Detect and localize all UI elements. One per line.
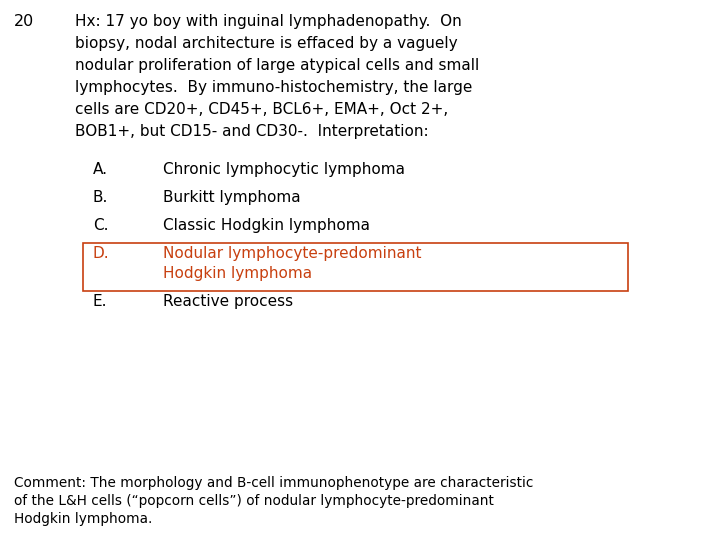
Text: Burkitt lymphoma: Burkitt lymphoma: [163, 190, 301, 205]
Text: C.: C.: [93, 218, 109, 233]
Text: E.: E.: [93, 294, 107, 309]
Text: biopsy, nodal architecture is effaced by a vaguely: biopsy, nodal architecture is effaced by…: [75, 36, 458, 51]
Text: Hx: 17 yo boy with inguinal lymphadenopathy.  On: Hx: 17 yo boy with inguinal lymphadenopa…: [75, 14, 462, 29]
Text: Nodular lymphocyte-predominant: Nodular lymphocyte-predominant: [163, 246, 421, 261]
Text: Reactive process: Reactive process: [163, 294, 293, 309]
Text: cells are CD20+, CD45+, BCL6+, EMA+, Oct 2+,: cells are CD20+, CD45+, BCL6+, EMA+, Oct…: [75, 102, 449, 117]
Bar: [83, 243, 628, 291]
Text: A.: A.: [93, 162, 108, 177]
Text: Hodgkin lymphoma: Hodgkin lymphoma: [163, 266, 312, 281]
Text: Classic Hodgkin lymphoma: Classic Hodgkin lymphoma: [163, 218, 370, 233]
Text: D.: D.: [93, 246, 109, 261]
Text: B.: B.: [93, 190, 109, 205]
Text: 20: 20: [14, 14, 35, 29]
Text: Comment: The morphology and B-cell immunophenotype are characteristic
of the L&H: Comment: The morphology and B-cell immun…: [14, 476, 534, 526]
Text: Chronic lymphocytic lymphoma: Chronic lymphocytic lymphoma: [163, 162, 405, 177]
Text: lymphocytes.  By immuno-histochemistry, the large: lymphocytes. By immuno-histochemistry, t…: [75, 80, 472, 95]
Text: nodular proliferation of large atypical cells and small: nodular proliferation of large atypical …: [75, 58, 480, 73]
Text: BOB1+, but CD15- and CD30-.  Interpretation:: BOB1+, but CD15- and CD30-. Interpretati…: [75, 124, 428, 139]
